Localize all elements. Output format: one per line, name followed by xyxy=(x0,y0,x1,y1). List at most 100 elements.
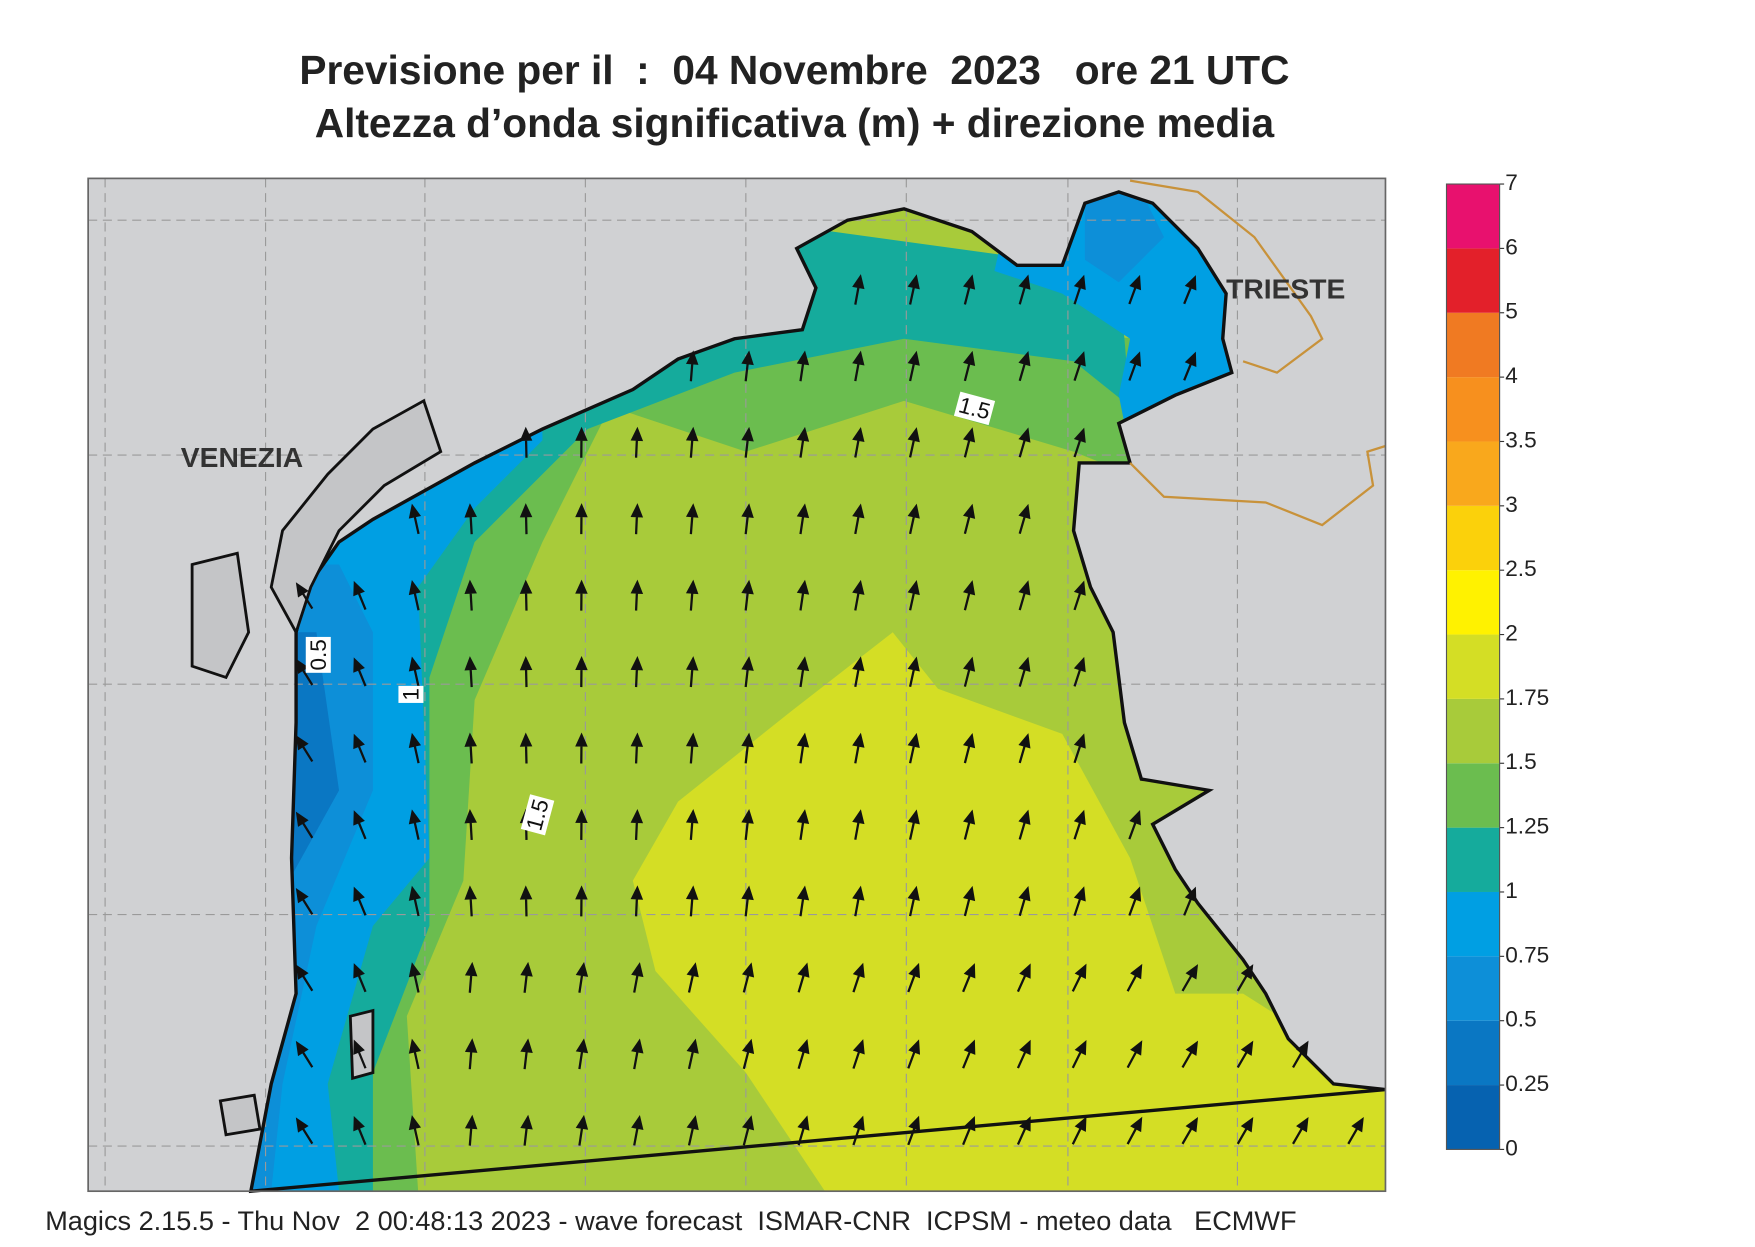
wave-arrow xyxy=(907,350,920,382)
wave-arrow xyxy=(519,426,533,458)
wave-arrow xyxy=(575,1038,589,1070)
wave-arrow xyxy=(519,732,533,764)
wave-arrow xyxy=(630,503,644,535)
wave-arrow xyxy=(1181,1117,1199,1145)
wave-arrow xyxy=(1073,656,1086,687)
wave-arrow xyxy=(796,503,810,535)
wave-arrow xyxy=(520,1038,533,1070)
contour-labels: 0.511.51.5 xyxy=(305,391,996,836)
wave-arrow xyxy=(464,1114,478,1146)
wave-arrow xyxy=(464,732,477,764)
wave-arrow xyxy=(295,582,314,610)
colorbar-band xyxy=(1446,956,1500,1021)
wave-arrow xyxy=(1018,350,1031,382)
colorbar-label: 2.5 xyxy=(1505,556,1536,581)
wave-arrow xyxy=(686,1115,699,1146)
wave-arrow xyxy=(796,885,810,917)
wave-arrow xyxy=(852,274,865,305)
colorbar-band xyxy=(1446,248,1500,313)
wave-arrow xyxy=(685,350,699,382)
wave-zone xyxy=(1084,191,1164,283)
wave-arrow xyxy=(1236,964,1254,992)
wave-arrow xyxy=(575,1114,589,1146)
colorbar-label: 1 xyxy=(1505,878,1518,903)
wave-arrow xyxy=(852,503,865,535)
wave-arrow xyxy=(797,962,810,993)
wave-arrow xyxy=(464,503,477,535)
colorbar-label: 4 xyxy=(1505,363,1518,388)
wave-arrow xyxy=(630,732,644,764)
coastline xyxy=(248,190,1386,1194)
colorbar-band xyxy=(1446,763,1500,828)
wave-arrow xyxy=(1073,733,1086,764)
lagoon-land xyxy=(190,398,443,1137)
contour-label-bg xyxy=(398,685,424,703)
wave-arrow xyxy=(464,885,477,917)
wave-arrow xyxy=(852,732,865,764)
colorbar: 0 0.25 0.5 0.75 1 1.25 1.5 1.75 2 2.5 3 3.5 4 5 6 7 xyxy=(1445,170,1549,1160)
colorbar-band xyxy=(1446,698,1500,764)
wave-arrow xyxy=(1018,427,1031,458)
wave-arrow xyxy=(741,885,754,917)
wave-arrow xyxy=(1018,733,1031,764)
wave-arrow xyxy=(852,885,865,917)
wave-arrow xyxy=(353,963,367,993)
wave-arrow xyxy=(796,579,810,611)
wave-arrow xyxy=(1128,809,1142,840)
wave-arrow xyxy=(685,885,699,917)
wave-arrow xyxy=(741,503,754,535)
wave-arrow xyxy=(1126,1040,1143,1069)
place-label: VENEZIA xyxy=(181,441,303,473)
contour-label-bg xyxy=(305,636,331,673)
wave-arrow xyxy=(852,1039,865,1069)
wave-arrow xyxy=(963,427,976,458)
contour-label: 0.5 xyxy=(306,639,331,670)
wave-arrow xyxy=(852,579,865,611)
wave-arrow xyxy=(962,963,976,993)
wave-arrow xyxy=(852,427,865,458)
wave-arrow xyxy=(1347,1117,1364,1145)
wave-arrow xyxy=(464,1038,478,1070)
wave-arrow xyxy=(519,885,533,917)
wave-arrow xyxy=(630,426,644,458)
wave-arrow xyxy=(685,426,699,458)
wave-arrow xyxy=(907,1039,921,1069)
wave-arrow xyxy=(353,1039,367,1069)
wave-arrow xyxy=(1073,886,1086,917)
wave-arrow xyxy=(685,656,699,688)
colorbar-band xyxy=(1446,505,1500,571)
wave-arrow xyxy=(408,885,422,917)
wave-arrow xyxy=(1071,1116,1087,1145)
wave-arrow xyxy=(1073,274,1086,305)
map: VENEZIA TRIESTE 0.511.51.5 xyxy=(87,177,1387,1194)
wave-arrow xyxy=(797,1115,810,1146)
wave-arrow xyxy=(963,350,976,382)
wave-arrow xyxy=(408,732,422,764)
wave-arrow xyxy=(963,733,976,764)
wave-arrow xyxy=(1016,963,1031,993)
wave-arrow xyxy=(1236,1117,1254,1145)
wave-arrow xyxy=(575,732,588,764)
wave-arrow xyxy=(852,809,865,840)
colorbar-label: 3 xyxy=(1505,492,1518,517)
colorbar-label: 7 xyxy=(1505,170,1518,195)
wave-arrow xyxy=(963,274,976,305)
place-label: TRIESTE xyxy=(1226,273,1345,305)
wave-arrow xyxy=(963,809,976,840)
wave-arrow xyxy=(907,732,920,764)
colorbar-band xyxy=(1446,184,1500,249)
wave-arrow xyxy=(295,1040,314,1068)
wave-arrow xyxy=(852,656,865,688)
wave-arrow xyxy=(1183,351,1197,381)
wave-arrow xyxy=(575,808,588,840)
wave-arrow xyxy=(1016,1116,1031,1145)
contour-label-bg xyxy=(953,391,996,426)
wave-arrow xyxy=(1128,886,1142,916)
wave-arrow xyxy=(1073,809,1086,840)
wave-arrow xyxy=(464,656,477,688)
colorbar-band xyxy=(1446,1085,1500,1150)
colorbar-band xyxy=(1446,827,1500,892)
wave-arrow xyxy=(408,1115,422,1146)
wave-arrow xyxy=(519,656,533,688)
wave-arrow xyxy=(353,810,367,840)
